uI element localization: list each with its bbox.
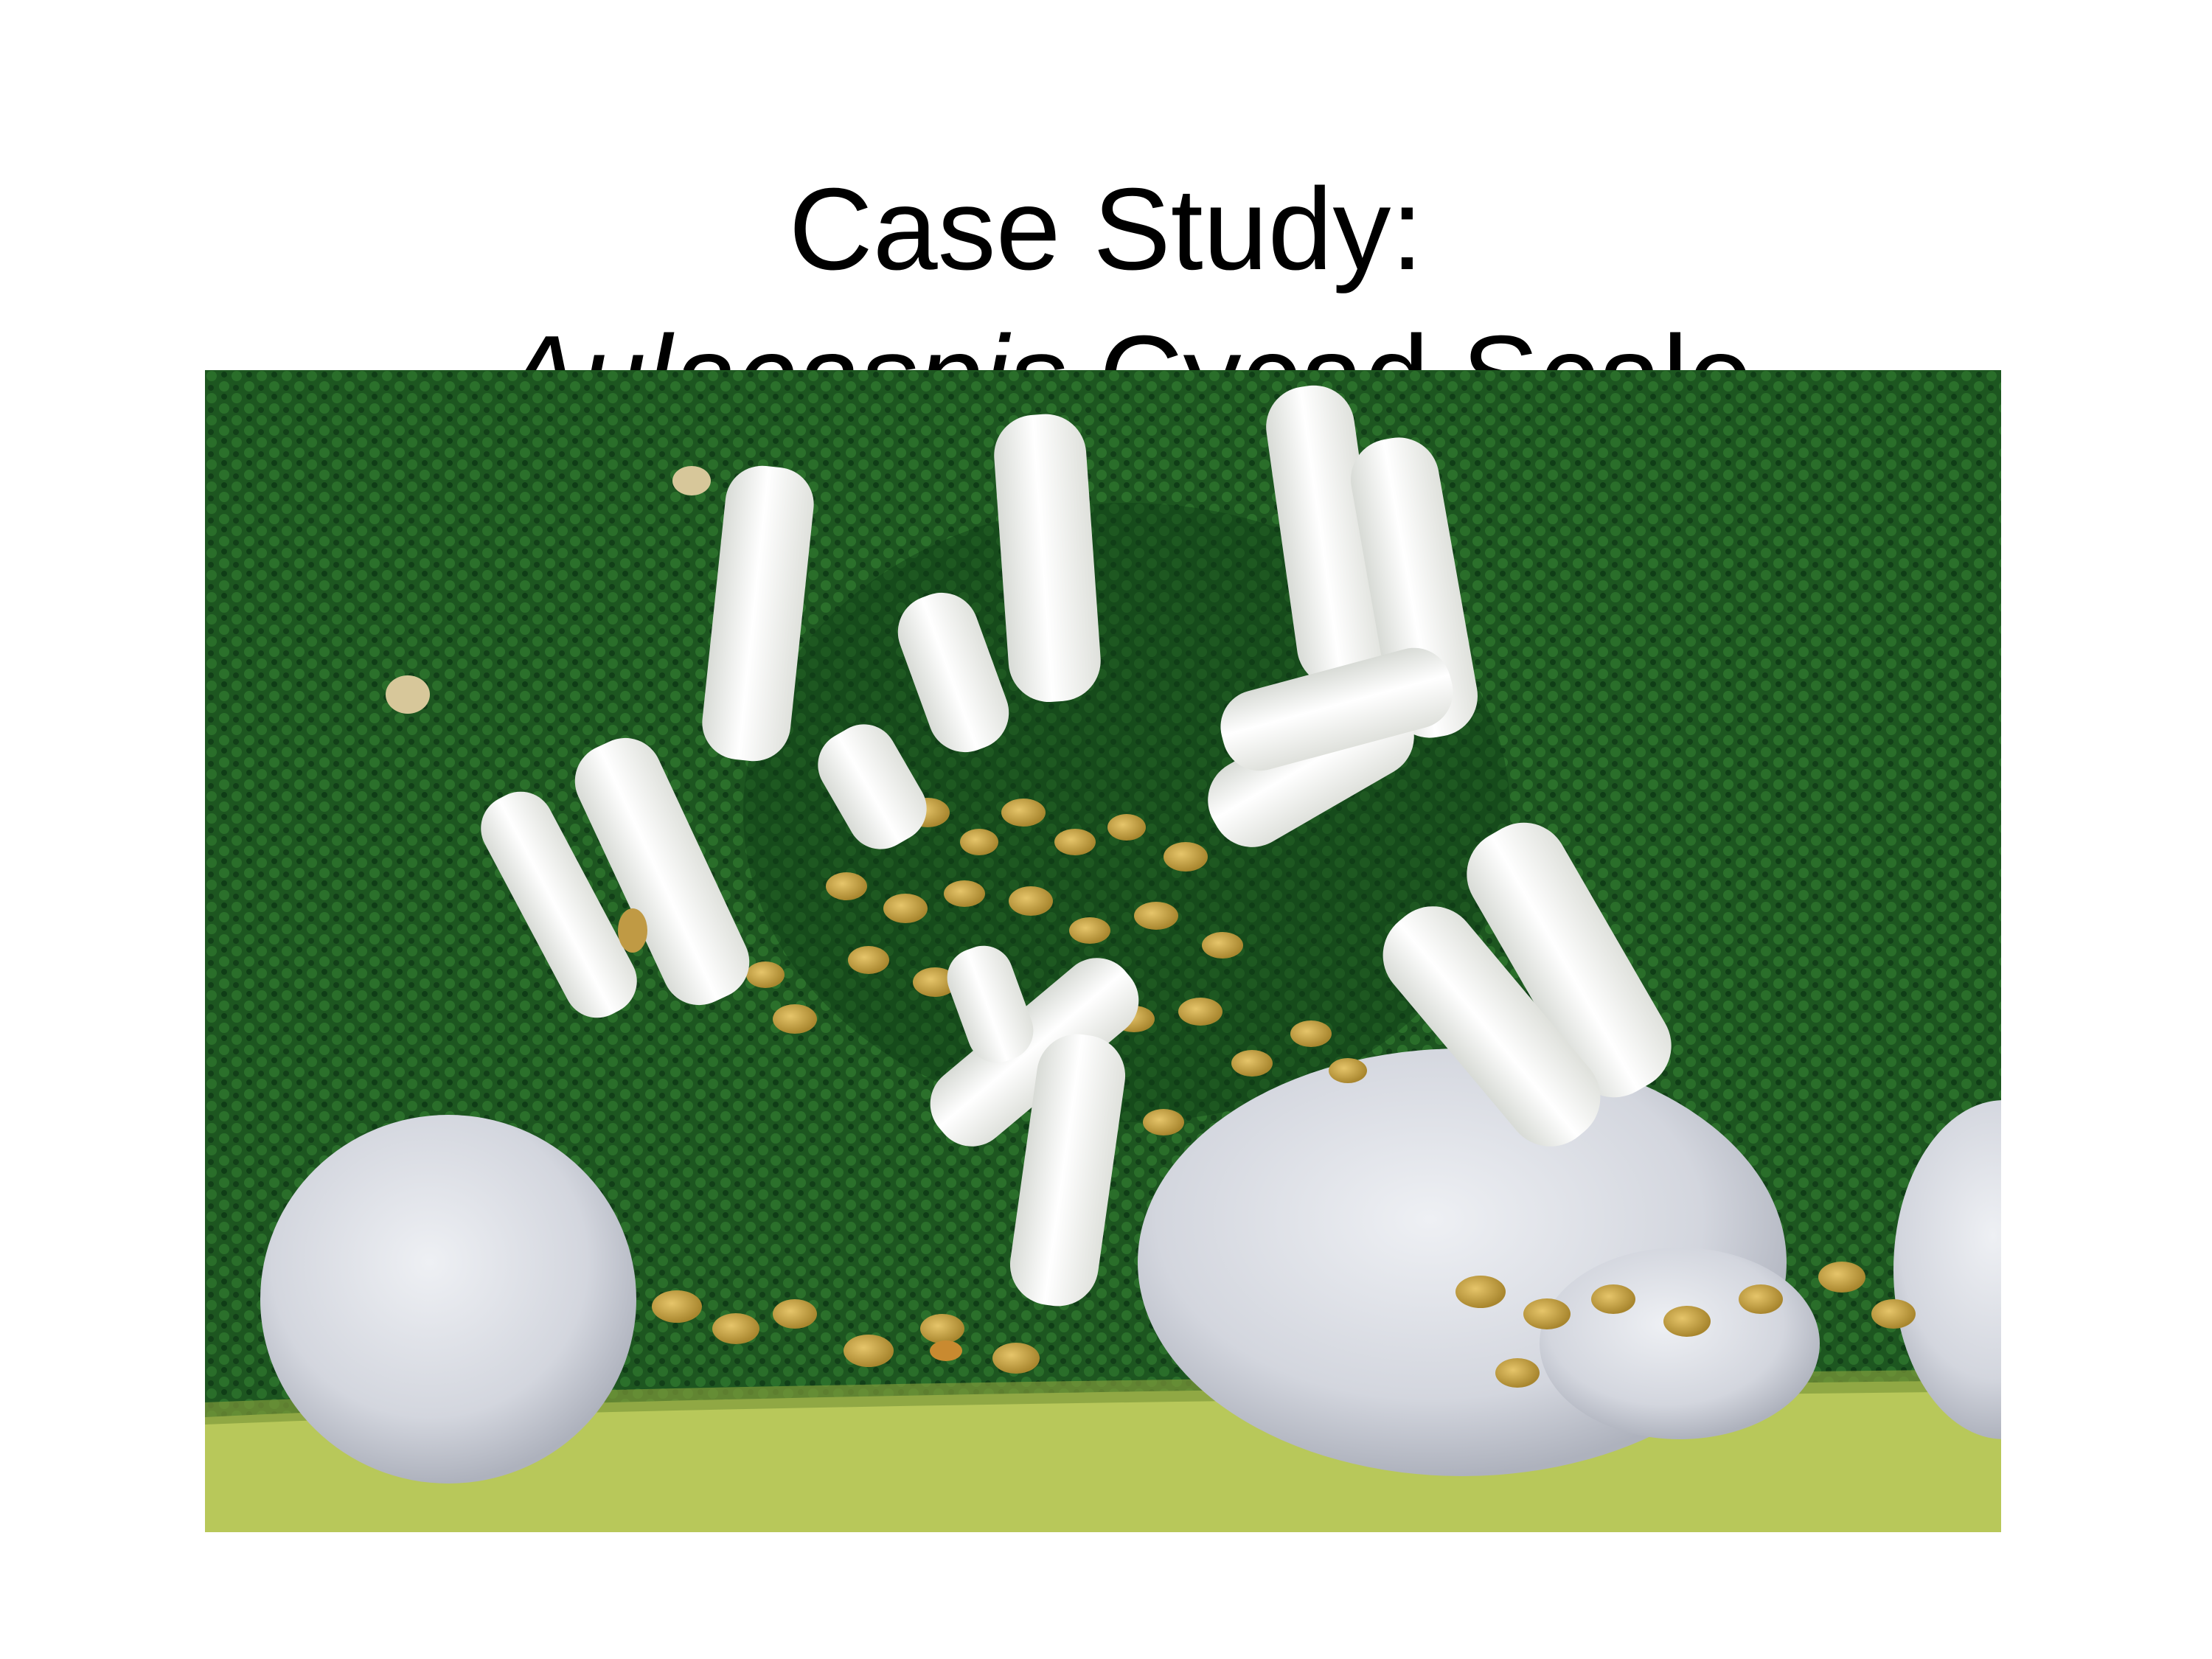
crawler-cluster-bottom [652,1262,1916,1388]
photo-illustration [205,370,2001,1532]
scale-insect-photo [205,370,2001,1532]
exuvia [386,675,430,714]
female-scale-cover-left [260,1115,636,1484]
scale-body-spot [618,908,647,953]
female-scale-cover-right [1893,1100,2001,1439]
female-scale-cover-overlap [1540,1248,1820,1439]
exuvia [672,466,711,495]
male-scales [481,385,1672,1307]
title-line-1: Case Study: [788,164,1424,294]
scale-body-spot [930,1340,962,1361]
